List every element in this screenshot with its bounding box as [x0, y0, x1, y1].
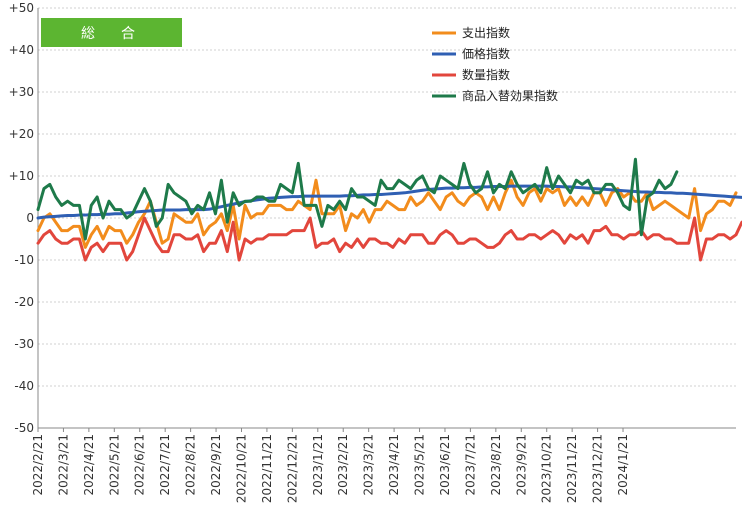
x-tick-label: 2023/2/21	[336, 434, 350, 496]
x-tick-label: 2023/5/21	[413, 434, 427, 496]
x-tick-label: 2023/9/21	[514, 434, 528, 496]
x-tick-label: 2022/3/21	[56, 434, 70, 496]
x-tick-label: 2022/10/21	[234, 434, 248, 503]
series-line-2	[36, 216, 742, 262]
x-tick-label: 2023/6/21	[438, 434, 452, 496]
y-tick-label: +30	[9, 85, 34, 99]
y-tick-labels: +50 +40 +30 +20 +10 0 -10 -20 -30 -40 -50	[9, 1, 34, 435]
series-line-3	[36, 157, 679, 241]
y-tick-label: +10	[9, 169, 34, 183]
x-tick-label: 2022/7/21	[158, 434, 172, 496]
y-tick-label: -30	[14, 337, 34, 351]
y-tick-label: +50	[9, 1, 34, 15]
y-tick-label: +20	[9, 127, 34, 141]
series-line-1	[36, 184, 742, 220]
legend-label: 商品入替効果指数	[462, 88, 558, 103]
y-tick-label: -50	[14, 421, 34, 435]
legend-label: 価格指数	[462, 46, 510, 61]
legend-label: 支出指数	[462, 25, 510, 40]
label-box: 総 合	[41, 18, 182, 47]
x-tick-label: 2022/11/21	[260, 434, 274, 503]
x-tick-label: 2023/12/21	[591, 434, 605, 503]
x-tick-label: 2023/11/21	[565, 434, 579, 503]
x-tick-label: 2023/7/21	[463, 434, 477, 496]
legend-label: 数量指数	[462, 67, 510, 82]
y-tick-label: 0	[26, 211, 34, 225]
x-tick-label: 2023/3/21	[362, 434, 376, 496]
x-tick-label: 2022/2/21	[31, 434, 45, 496]
y-tick-label: +40	[9, 43, 34, 57]
label-box-text: 総 合	[81, 26, 141, 42]
x-tick-label: 2022/8/21	[184, 434, 198, 496]
x-tick-label: 2022/9/21	[209, 434, 223, 496]
x-tick-labels: 2022/2/21 2022/3/21 2022/4/21 2022/5/21 2022…	[31, 428, 630, 503]
x-tick-label: 2022/5/21	[107, 434, 121, 496]
y-tick-label: -20	[14, 295, 34, 309]
y-tick-label: -40	[14, 379, 34, 393]
x-tick-label: 2023/4/21	[387, 434, 401, 496]
x-tick-label: 2024/1/21	[616, 434, 630, 496]
x-tick-label: 2022/12/21	[285, 434, 299, 503]
x-tick-label: 2023/8/21	[489, 434, 503, 496]
y-tick-label: -10	[14, 253, 34, 267]
label-box-background	[41, 18, 182, 47]
x-tick-label: 2022/6/21	[133, 434, 147, 496]
x-tick-label: 2023/1/21	[311, 434, 325, 496]
series-lines	[36, 157, 742, 262]
x-tick-label: 2023/10/21	[540, 434, 554, 503]
x-tick-label: 2022/4/21	[82, 434, 96, 496]
